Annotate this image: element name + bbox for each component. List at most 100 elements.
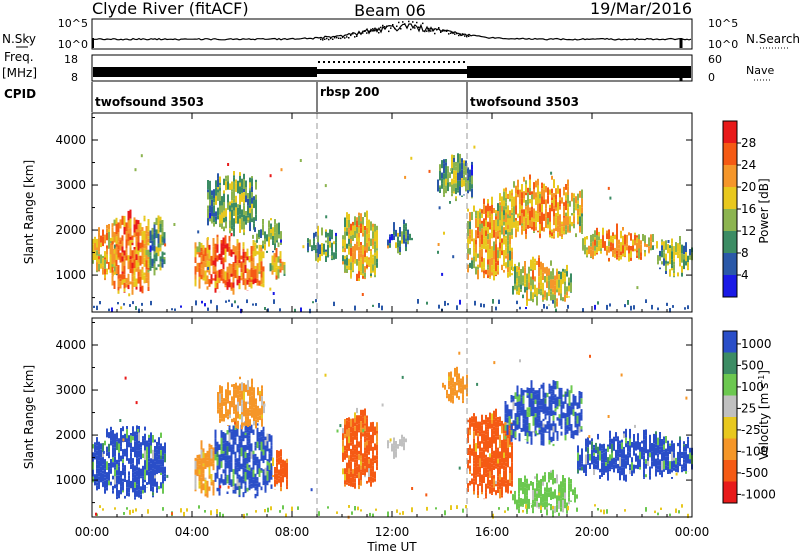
echo-cell (580, 409, 583, 415)
noise-point (424, 30, 426, 33)
scatter-cell (411, 507, 413, 513)
echo-cell (489, 258, 491, 268)
echo-cell (154, 461, 156, 470)
echo-cell (489, 486, 491, 494)
echo-cell (469, 444, 471, 451)
echo-patch (512, 255, 572, 308)
echo-cell (110, 440, 112, 446)
y-tick-label: 2000 (55, 428, 86, 442)
echo-cell (366, 210, 368, 221)
echo-cell (214, 243, 217, 250)
echo-cell (403, 436, 405, 443)
echo-cell (532, 292, 534, 299)
freq-label-line2: [MHz] (2, 66, 37, 80)
echo-cell (544, 392, 547, 399)
echo-cell (118, 462, 120, 467)
echo-cell (112, 485, 114, 491)
echo-cell (360, 471, 362, 481)
echo-cell (146, 482, 148, 485)
noise-right-tick-top: 10^5 (708, 17, 738, 30)
echo-cell (254, 265, 257, 270)
echo-cell (505, 255, 507, 259)
echo-cell (100, 235, 102, 243)
echo-cell (209, 199, 211, 206)
echo-cell (511, 228, 513, 235)
echo-cell (132, 458, 134, 464)
echo-cell (206, 488, 209, 494)
scatter-cell (372, 513, 374, 518)
echo-cell (134, 441, 136, 451)
echo-cell (568, 497, 570, 502)
echo-cell (556, 279, 558, 290)
echo-cell (370, 422, 372, 432)
echo-cell (526, 393, 529, 396)
scatter-point (387, 245, 389, 249)
echo-cell (150, 477, 152, 486)
scatter-cell (666, 302, 668, 306)
echo-cell (565, 200, 567, 211)
echo-cell (515, 196, 517, 206)
echo-cell (560, 431, 563, 436)
scatter-cell (576, 507, 578, 512)
echo-cell (253, 223, 255, 229)
echo-cell (139, 222, 142, 230)
scatter-point (519, 359, 521, 363)
echo-cell (276, 484, 278, 486)
echo-cell (563, 206, 565, 216)
echo-cell (366, 453, 368, 463)
echo-cell (159, 261, 162, 267)
echo-cell (240, 268, 243, 273)
echo-cell (149, 265, 152, 271)
noise-point (392, 24, 394, 26)
echo-cell (525, 234, 527, 239)
echo-cell (579, 467, 581, 471)
echo-cell (485, 245, 487, 250)
echo-cell (102, 258, 104, 266)
echo-cell (342, 235, 344, 240)
power-y-title: Slant Range [km] (22, 160, 36, 264)
echo-cell (239, 393, 241, 398)
echo-cell (506, 413, 509, 418)
echo-cell (596, 235, 598, 241)
echo-cell (541, 188, 543, 197)
echo-cell (128, 487, 130, 493)
echo-cell (401, 240, 403, 244)
echo-cell (274, 473, 276, 480)
noise-point (338, 37, 340, 39)
scatter-point (588, 435, 591, 439)
echo-cell (526, 512, 528, 514)
echo-cell (327, 244, 329, 250)
echo-cell (546, 276, 548, 282)
scatter-point (135, 401, 138, 405)
echo-cell (151, 244, 154, 247)
echo-cell (572, 409, 575, 417)
echo-cell (243, 199, 245, 204)
echo-cell (352, 246, 354, 253)
echo-cell (278, 457, 280, 465)
echo-cell (360, 259, 362, 270)
echo-cell (243, 192, 245, 200)
echo-cell (469, 262, 471, 268)
echo-cell (220, 482, 223, 484)
echo-cell (619, 443, 621, 454)
echo-cell (549, 234, 551, 238)
echo-cell (528, 430, 531, 437)
echo-cell (256, 429, 259, 436)
echo-cell (140, 486, 142, 491)
echo-cell (614, 254, 616, 258)
echo-cell (211, 195, 213, 200)
echo-cell (270, 233, 272, 240)
echo-cell (512, 266, 514, 272)
echo-cell (246, 432, 249, 442)
echo-cell (280, 468, 282, 477)
echo-cell (117, 241, 120, 246)
echo-cell (228, 246, 231, 256)
echo-cell (479, 431, 481, 437)
echo-cell (560, 498, 562, 508)
echo-cell (439, 189, 441, 193)
echo-cell (139, 229, 142, 236)
echo-cell (233, 389, 235, 399)
echo-cell (276, 462, 278, 467)
echo-cell (524, 497, 526, 504)
echo-cell (531, 221, 533, 227)
